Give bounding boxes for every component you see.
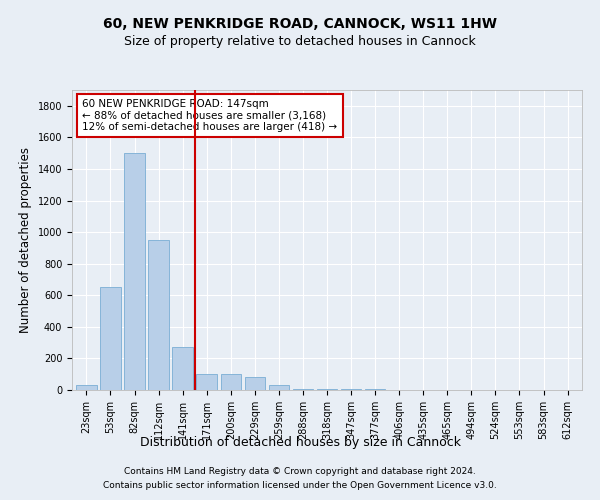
Text: Contains HM Land Registry data © Crown copyright and database right 2024.: Contains HM Land Registry data © Crown c… [124,467,476,476]
Text: Distribution of detached houses by size in Cannock: Distribution of detached houses by size … [139,436,461,449]
Bar [196,374,217,390]
Text: Size of property relative to detached houses in Cannock: Size of property relative to detached ho… [124,35,476,48]
Bar [172,348,193,390]
Text: Contains public sector information licensed under the Open Government Licence v3: Contains public sector information licen… [103,481,497,490]
Bar [124,153,145,390]
Bar [341,388,361,390]
Bar [317,388,337,390]
Bar [365,389,385,390]
Bar [293,388,313,390]
Bar [100,288,121,390]
Text: 60, NEW PENKRIDGE ROAD, CANNOCK, WS11 1HW: 60, NEW PENKRIDGE ROAD, CANNOCK, WS11 1H… [103,18,497,32]
Bar [148,240,169,390]
Text: 60 NEW PENKRIDGE ROAD: 147sqm
← 88% of detached houses are smaller (3,168)
12% o: 60 NEW PENKRIDGE ROAD: 147sqm ← 88% of d… [82,99,337,132]
Bar [269,386,289,390]
Bar [221,374,241,390]
Bar [76,386,97,390]
Y-axis label: Number of detached properties: Number of detached properties [19,147,32,333]
Bar [245,378,265,390]
